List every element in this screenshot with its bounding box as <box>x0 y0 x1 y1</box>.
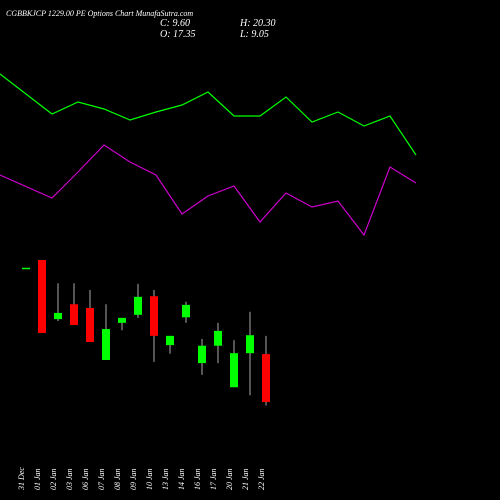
x-tick-label: 21 Jan <box>241 468 250 490</box>
candle-body <box>134 296 142 315</box>
candle-body <box>118 317 126 323</box>
candle-body <box>182 304 190 318</box>
candle-body <box>262 354 270 403</box>
x-tick-label: 10 Jan <box>145 468 154 490</box>
indicator-line <box>0 73 417 156</box>
candle-body <box>22 267 30 270</box>
x-tick-label: 16 Jan <box>193 468 202 490</box>
candle-body <box>70 304 78 326</box>
x-tick-label: 20 Jan <box>225 468 234 490</box>
candle-body <box>246 335 254 354</box>
indicator-line <box>0 144 417 237</box>
candle-body <box>38 260 46 333</box>
x-tick-label: 22 Jan <box>257 468 266 490</box>
candle-body <box>166 335 174 346</box>
x-tick-label: 09 Jan <box>129 468 138 490</box>
x-tick-label: 03 Jan <box>65 468 74 490</box>
info-close: C: 9.60 <box>160 18 190 29</box>
candle-body <box>198 345 206 364</box>
chart-title: CGBBKJCP 1229.00 PE Options Chart Munafa… <box>6 9 193 18</box>
candle-body <box>214 330 222 346</box>
x-tick-label: 31 Dec <box>17 467 26 491</box>
info-open: O: 17.35 <box>160 29 196 40</box>
x-tick-label: 08 Jan <box>113 468 122 490</box>
candle-body <box>102 329 110 360</box>
x-tick-label: 13 Jan <box>161 468 170 490</box>
candle-body <box>86 307 94 343</box>
x-tick-label: 17 Jan <box>209 468 218 490</box>
candle-body <box>230 353 238 388</box>
info-high: H: 20.30 <box>239 18 276 29</box>
x-tick-label: 01 Jan <box>33 468 42 490</box>
x-tick-label: 02 Jan <box>49 468 58 490</box>
info-low: L: 9.05 <box>239 29 269 40</box>
x-tick-label: 06 Jan <box>81 468 90 490</box>
x-tick-label: 14 Jan <box>177 468 186 490</box>
candle-body <box>150 296 158 336</box>
x-tick-label: 07 Jan <box>97 468 106 490</box>
candle-body <box>54 312 62 320</box>
